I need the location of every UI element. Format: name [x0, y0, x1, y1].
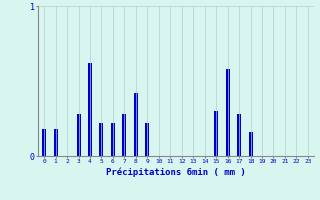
Bar: [111, 123, 115, 156]
Bar: [122, 114, 126, 156]
X-axis label: Précipitations 6min ( mm ): Précipitations 6min ( mm ): [106, 167, 246, 177]
Bar: [237, 114, 241, 156]
Bar: [53, 129, 58, 156]
Bar: [100, 123, 103, 156]
Bar: [42, 129, 46, 156]
Bar: [134, 93, 138, 156]
Bar: [76, 114, 81, 156]
Bar: [214, 111, 218, 156]
Bar: [226, 69, 230, 156]
Bar: [88, 63, 92, 156]
Bar: [249, 132, 252, 156]
Bar: [145, 123, 149, 156]
